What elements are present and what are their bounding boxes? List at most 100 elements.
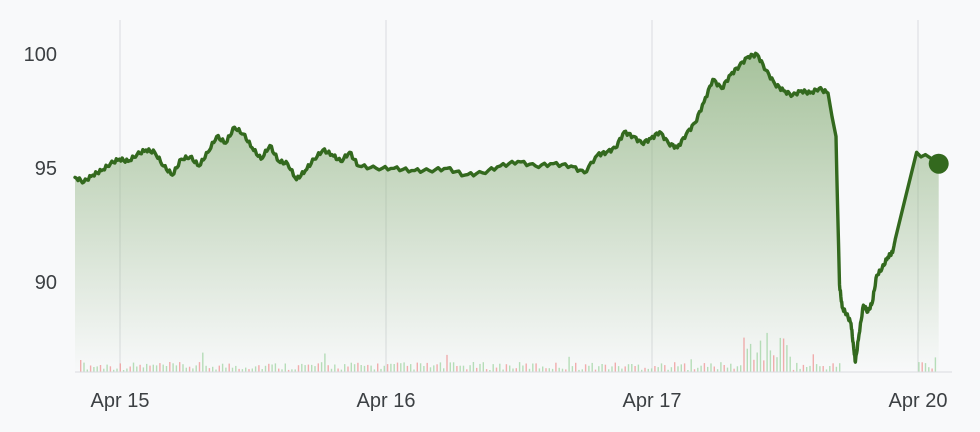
volume-bar: [195, 365, 197, 372]
last-price-dot: [928, 153, 949, 174]
volume-bar: [832, 363, 834, 372]
volume-bar: [284, 363, 286, 372]
volume-bar: [119, 363, 121, 372]
volume-bar: [515, 368, 517, 372]
volume-bar: [258, 365, 260, 372]
volume-bar: [271, 364, 273, 372]
volume-bar: [307, 364, 310, 372]
volume-bar: [819, 366, 821, 372]
volume-bar: [660, 363, 663, 372]
volume-bar: [274, 363, 277, 372]
volume-bar: [198, 362, 201, 372]
volume-bar: [700, 365, 702, 372]
volume-bar: [238, 368, 240, 372]
volume-bar: [489, 370, 491, 372]
volume-bar: [594, 369, 597, 372]
volume-bar: [532, 363, 534, 372]
volume-bar: [261, 369, 263, 372]
volume-bar: [297, 365, 300, 372]
volume-bar: [598, 366, 600, 372]
volume-bar: [509, 365, 511, 372]
volume-bar: [753, 359, 755, 372]
volume-bar: [792, 369, 795, 372]
volume-bar: [439, 362, 442, 372]
volume-bar: [608, 369, 610, 372]
volume-bar: [558, 367, 560, 372]
volume-bar: [495, 367, 498, 372]
volume-bar: [499, 363, 501, 372]
volume-bar: [822, 366, 824, 372]
volume-bar: [720, 362, 722, 372]
volume-bar: [152, 364, 154, 372]
volume-bar: [687, 370, 689, 372]
volume-bar: [344, 364, 346, 372]
volume-bar: [479, 363, 481, 372]
volume-bar: [799, 368, 801, 372]
volume-bar: [677, 366, 679, 372]
volume-bar: [545, 368, 547, 372]
volume-bar: [469, 365, 471, 372]
volume-bar: [779, 337, 781, 372]
volume-bar: [763, 360, 765, 372]
volume-bar: [806, 367, 808, 372]
price-line: [73, 51, 941, 364]
volume-bar: [212, 366, 214, 372]
volume-bar: [99, 365, 102, 372]
volume-bar: [802, 364, 805, 372]
volume-bar: [647, 368, 649, 372]
volume-bar: [172, 363, 174, 372]
volume-bar: [340, 369, 343, 372]
volume-bar: [657, 367, 659, 372]
volume-bar: [591, 362, 593, 372]
volume-bar: [707, 366, 709, 372]
volume-bar: [723, 365, 725, 372]
volume-bar: [710, 363, 712, 372]
volume-bar: [129, 366, 131, 372]
volume-bar: [928, 367, 930, 372]
volume-bar: [568, 356, 570, 372]
volume-bar: [327, 365, 329, 372]
volume-bar: [786, 345, 788, 372]
volume-bar: [578, 369, 580, 372]
volume-bar: [835, 366, 838, 372]
volume-bar: [627, 364, 630, 372]
volume-bar: [789, 356, 791, 372]
volume-bar: [443, 368, 445, 372]
volume-bar: [416, 362, 418, 372]
volume-bar: [149, 365, 151, 372]
volume-bar: [749, 343, 752, 372]
volume-bar: [466, 369, 468, 372]
volume-bar: [132, 362, 135, 372]
volume-bar: [542, 366, 544, 372]
volume-bar: [337, 368, 339, 372]
volume-bar: [746, 348, 748, 372]
volume-bar: [334, 364, 336, 372]
volume-bar: [287, 369, 290, 372]
volume-bar: [109, 366, 112, 372]
volume-bar: [611, 366, 613, 372]
volume-bar: [641, 369, 643, 372]
volume-bar: [192, 368, 194, 372]
volume-bar: [839, 363, 841, 372]
volume-bar: [759, 340, 762, 372]
volume-bar: [502, 369, 504, 372]
volume-bar: [743, 337, 745, 372]
x-tick-label: Apr 20: [889, 390, 948, 412]
volume-bar: [294, 369, 296, 372]
volume-bar: [254, 366, 257, 372]
volume-bar: [703, 363, 706, 372]
volume-bar: [528, 368, 531, 372]
volume-bar: [604, 364, 607, 372]
volume-bar: [367, 364, 369, 372]
volume-bar: [377, 363, 379, 372]
volume-bar: [235, 365, 237, 372]
volume-bar: [614, 362, 616, 372]
volume-bar: [396, 362, 399, 372]
volume-bar: [575, 362, 577, 372]
volume-bar: [815, 364, 818, 372]
x-tick-label: Apr 15: [91, 390, 150, 412]
volume-bar: [268, 363, 270, 372]
volume-bar: [637, 364, 640, 372]
volume-bar: [93, 367, 95, 372]
volume-bar: [664, 365, 666, 372]
